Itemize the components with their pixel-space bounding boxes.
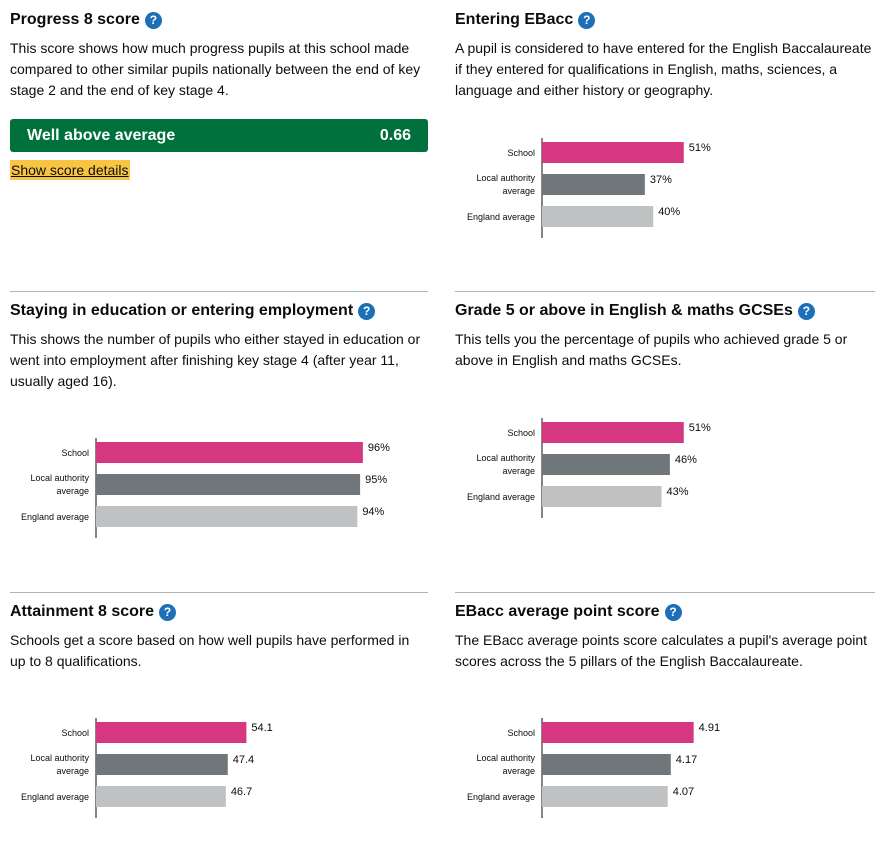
value-label: 43%	[667, 486, 689, 498]
category-label: Local authority	[30, 753, 89, 763]
value-label: 46%	[675, 454, 697, 466]
panel-title-text: Entering EBacc	[455, 11, 574, 28]
attainment8-panel: Attainment 8 score ? Schools get a score…	[10, 592, 428, 672]
bar-school	[96, 442, 363, 463]
entering-ebacc-panel: Entering EBacc ? A pupil is considered t…	[455, 0, 873, 101]
panel-title: Entering EBacc ?	[455, 10, 873, 30]
bar-local	[96, 754, 228, 775]
value-label: 37%	[650, 174, 672, 186]
value-label: 51%	[689, 422, 711, 434]
category-label: England average	[21, 792, 89, 802]
panel-title: Grade 5 or above in English & maths GCSE…	[455, 301, 873, 321]
panel-description: Schools get a score based on how well pu…	[10, 632, 410, 669]
bar-england	[542, 786, 668, 807]
bar-england	[96, 786, 226, 807]
panel-title-text: Attainment 8 score	[10, 603, 155, 620]
bar-school	[542, 722, 694, 743]
bar-england	[542, 486, 662, 507]
bar-school	[542, 422, 684, 443]
bar-england	[542, 206, 654, 227]
value-label: 4.07	[673, 786, 694, 798]
section-divider	[10, 592, 428, 593]
section-divider	[10, 291, 428, 292]
panel-description: This score shows how much progress pupil…	[10, 40, 421, 98]
category-label: average	[502, 766, 535, 776]
score-band: Well above average	[27, 126, 176, 144]
help-icon[interactable]: ?	[358, 302, 376, 320]
panel-description: The EBacc average points score calculate…	[455, 632, 868, 669]
value-label: 46.7	[231, 786, 252, 798]
progress8-score-bar: Well above average 0.66	[10, 119, 428, 152]
panel-title: EBacc average point score ?	[455, 602, 873, 622]
value-label: 4.91	[699, 722, 720, 734]
progress8-panel: Progress 8 score ? This score shows how …	[10, 0, 428, 180]
category-label: School	[61, 448, 89, 458]
staying-in-education-panel: Staying in education or entering employm…	[10, 291, 428, 392]
panel-title-text: EBacc average point score	[455, 603, 660, 620]
category-label: England average	[467, 492, 535, 502]
bar-local	[542, 754, 671, 775]
category-label: Local authority	[30, 473, 89, 483]
help-icon[interactable]: ?	[664, 603, 682, 621]
category-label: England average	[467, 212, 535, 222]
value-label: 40%	[658, 206, 680, 218]
category-label: School	[507, 148, 535, 158]
bar-local	[96, 474, 361, 495]
panel-title: Progress 8 score ?	[10, 10, 428, 30]
bar-local	[542, 454, 670, 475]
panel-title-text: Grade 5 or above in English & maths GCSE…	[455, 302, 793, 319]
category-label: School	[507, 728, 535, 738]
panel-title: Staying in education or entering employm…	[10, 301, 428, 321]
panel-description: This shows the number of pupils who eith…	[10, 331, 421, 389]
ebacc-average-point-panel: EBacc average point score ? The EBacc av…	[455, 592, 873, 672]
panel-description: This tells you the percentage of pupils …	[455, 331, 848, 368]
category-label: average	[502, 466, 535, 476]
category-label: School	[61, 728, 89, 738]
category-label: Local authority	[476, 753, 535, 763]
section-divider	[455, 592, 875, 593]
panel-title: Attainment 8 score ?	[10, 602, 428, 622]
category-label: average	[56, 486, 89, 496]
category-label: average	[502, 186, 535, 196]
value-label: 96%	[368, 442, 390, 454]
value-label: 47.4	[233, 754, 254, 766]
value-label: 95%	[365, 474, 387, 486]
show-score-details-link[interactable]: Show score details	[10, 160, 130, 180]
section-divider	[455, 291, 875, 292]
help-icon[interactable]: ?	[797, 302, 815, 320]
panel-description: A pupil is considered to have entered fo…	[455, 40, 872, 98]
help-icon[interactable]: ?	[159, 603, 177, 621]
bar-school	[96, 722, 247, 743]
help-icon[interactable]: ?	[578, 11, 596, 29]
bar-local	[542, 174, 645, 195]
help-icon[interactable]: ?	[144, 11, 162, 29]
value-label: 4.17	[676, 754, 697, 766]
score-value: 0.66	[379, 126, 411, 144]
panel-title-text: Staying in education or entering employm…	[10, 302, 354, 319]
category-label: England average	[467, 792, 535, 802]
category-label: England average	[21, 512, 89, 522]
category-label: average	[56, 766, 89, 776]
category-label: Local authority	[476, 173, 535, 183]
category-label: School	[507, 428, 535, 438]
value-label: 94%	[362, 506, 384, 518]
bar-school	[542, 142, 684, 163]
grade5-english-maths-panel: Grade 5 or above in English & maths GCSE…	[455, 291, 873, 371]
value-label: 54.1	[251, 722, 272, 734]
bar-england	[96, 506, 358, 527]
category-label: Local authority	[476, 453, 535, 463]
panel-title-text: Progress 8 score	[10, 11, 140, 28]
value-label: 51%	[689, 142, 711, 154]
